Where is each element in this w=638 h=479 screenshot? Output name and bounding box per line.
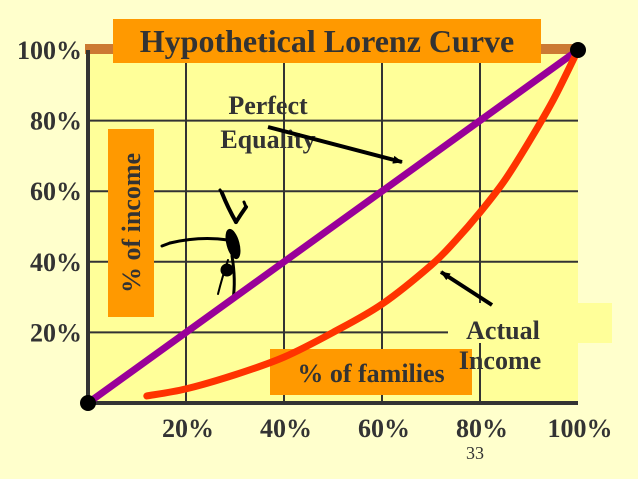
perfect-equality-label-line-2: Equality: [220, 125, 315, 154]
y-tick-label: 100%: [17, 36, 82, 65]
y-tick-label: 60%: [30, 177, 82, 206]
xlabel-box: [270, 349, 472, 395]
actual-income-label-line-1: Actual: [466, 316, 540, 345]
title-box: [113, 19, 541, 63]
gymnast-handstand-icon: [160, 188, 248, 305]
x-tick-label: 40%: [260, 414, 312, 443]
perfect-equality-label-line-1: Perfect: [228, 91, 308, 120]
x-tick-labels: 20% 40% 60% 80% 100%: [162, 414, 613, 443]
series-lines: [84, 46, 582, 407]
x-axis-label: % of families: [297, 359, 444, 388]
y-tick-label: 80%: [30, 107, 82, 136]
x-tick-label: 60%: [358, 414, 410, 443]
actual-income-curve: [143, 46, 582, 400]
y-tick-labels: 20% 40% 60% 80% 100%: [17, 36, 82, 347]
actual-income-label-line-2: Income: [459, 346, 541, 375]
endpoint-point: [570, 42, 586, 58]
perfect-equality-arrow: [267, 125, 403, 164]
x-tick-label: 80%: [456, 414, 508, 443]
axes: [86, 50, 578, 405]
page-number: 33: [466, 443, 484, 463]
origin-point: [80, 395, 96, 411]
x-tick-label: 20%: [162, 414, 214, 443]
perfect-equality-line: [84, 46, 582, 407]
y-tick-label: 20%: [30, 318, 82, 347]
y-axis-label: % of income: [117, 153, 146, 293]
chart-title: Hypothetical Lorenz Curve: [140, 23, 514, 59]
actual-income-box: [448, 303, 612, 343]
ylabel-box: [108, 129, 154, 317]
actual-income-arrow: [439, 270, 494, 307]
y-tick-label: 40%: [30, 248, 82, 277]
x-tick-label: 100%: [548, 414, 613, 443]
